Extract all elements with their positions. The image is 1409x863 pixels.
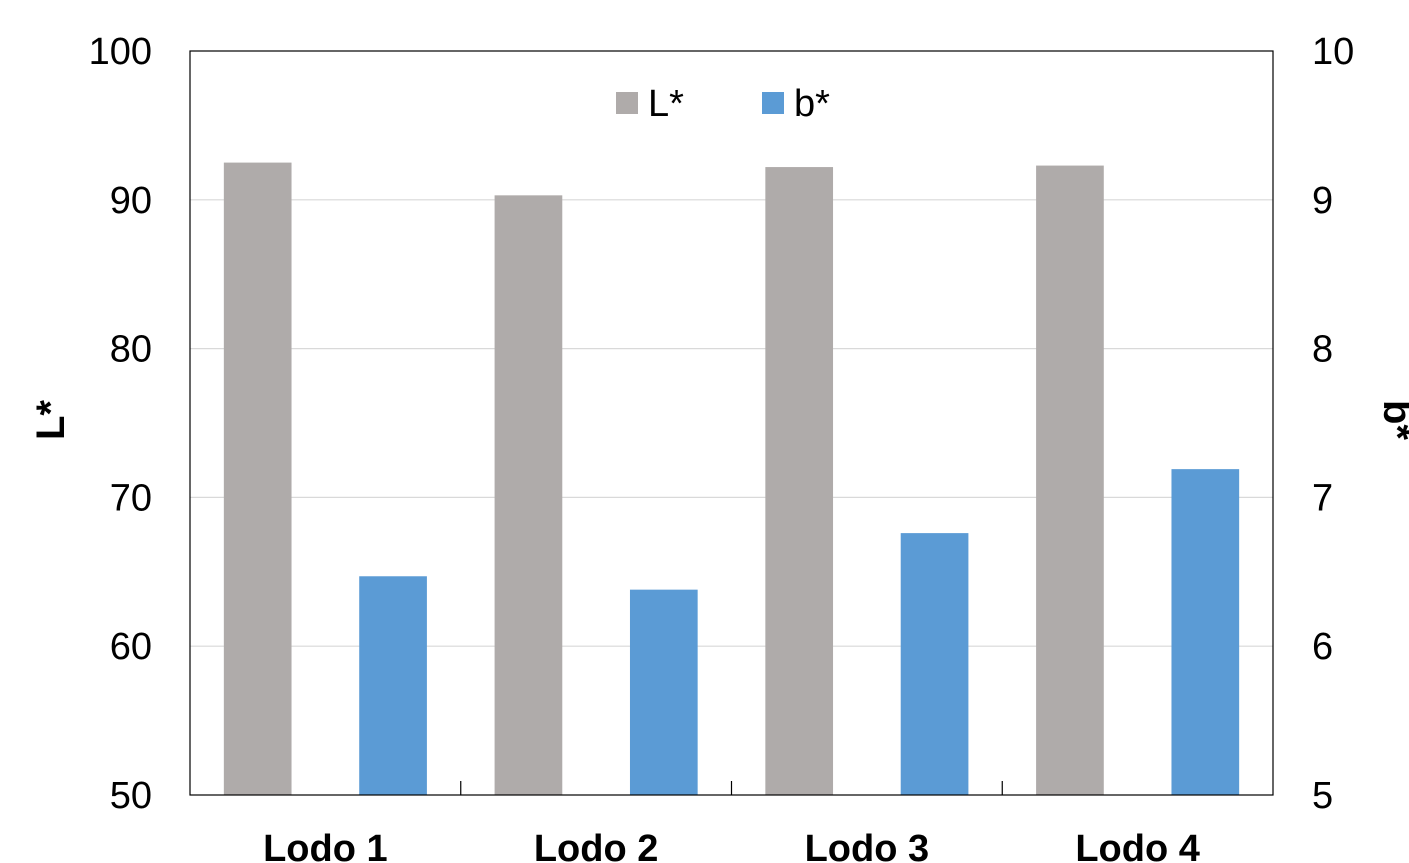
right-axis-tick-label: 10 xyxy=(1312,31,1354,73)
category-label: Lodo 1 xyxy=(263,828,388,863)
left-axis-tick-label: 80 xyxy=(110,329,152,371)
left-axis-tick-label: 90 xyxy=(110,180,152,222)
right-axis-tick-label: 7 xyxy=(1312,477,1333,519)
category-label: Lodo 4 xyxy=(1075,828,1200,863)
x-axis-ticks xyxy=(460,781,1003,795)
right-axis-tick-label: 9 xyxy=(1312,180,1333,222)
legend-swatch-b xyxy=(762,92,784,114)
category-label: Lodo 3 xyxy=(805,828,930,863)
right-axis-tick-label: 8 xyxy=(1312,329,1333,371)
right-axis-tick-labels: 10 9 8 7 6 5 xyxy=(1312,31,1354,817)
left-axis-tick-label: 50 xyxy=(110,775,152,817)
bar-L-1 xyxy=(223,162,292,796)
left-axis-tick-label: 70 xyxy=(110,477,152,519)
left-axis-tick-labels: 100 90 80 70 60 50 xyxy=(89,31,152,817)
bar-b-1 xyxy=(359,576,427,795)
bar-L-3 xyxy=(765,167,834,796)
left-axis-tick-label: 100 xyxy=(89,31,152,73)
plot-frame xyxy=(189,50,1274,796)
left-axis-title: L* xyxy=(29,400,73,440)
legend-label-L: L* xyxy=(648,83,684,125)
legend: L* b* xyxy=(616,83,830,125)
x-axis-category-labels: Lodo 1 Lodo 2 Lodo 3 Lodo 4 xyxy=(263,828,1200,863)
bar-L-4 xyxy=(1036,165,1104,796)
right-axis-tick-label: 5 xyxy=(1312,775,1333,817)
bar-b-2 xyxy=(629,589,698,795)
bar-b-3 xyxy=(900,533,969,795)
legend-label-b: b* xyxy=(794,83,830,125)
right-axis-title: b* xyxy=(1375,400,1409,440)
category-label: Lodo 2 xyxy=(534,828,659,863)
bars xyxy=(223,162,1240,796)
left-axis-tick-label: 60 xyxy=(110,626,152,668)
right-axis-tick-label: 6 xyxy=(1312,626,1333,668)
bar-L-2 xyxy=(494,195,563,795)
legend-swatch-L xyxy=(616,92,638,114)
gridlines xyxy=(190,199,1273,647)
bar-b-4 xyxy=(1171,469,1240,795)
